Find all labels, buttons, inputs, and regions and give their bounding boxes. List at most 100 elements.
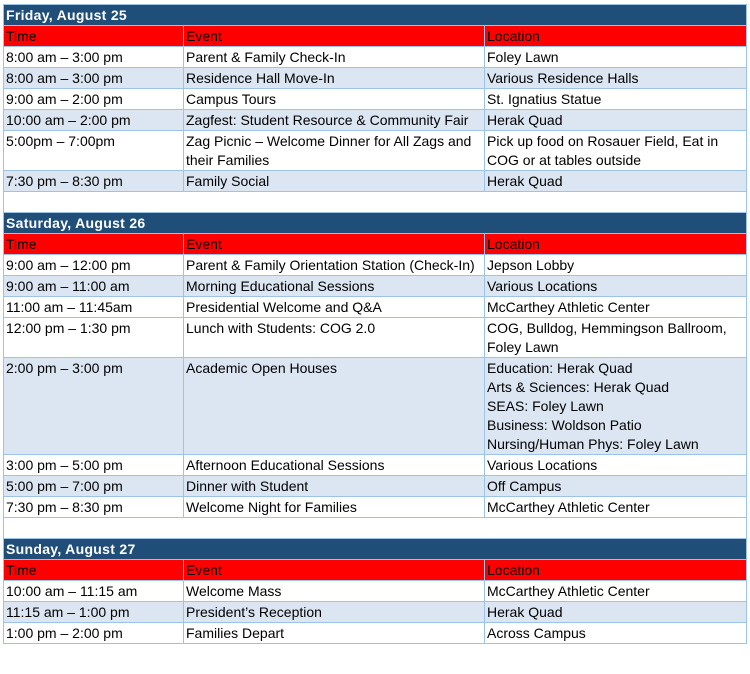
location-line: Herak Quad (487, 112, 563, 128)
column-header-event: Event (183, 233, 485, 255)
location-cell: Across Campus (484, 622, 747, 644)
location-cell: Various Residence Halls (484, 67, 747, 89)
location-line: Pick up food on Rosauer Field, Eat in CO… (487, 133, 719, 168)
location-line: Herak Quad (487, 604, 563, 620)
schedule-row: 8:00 am – 3:00 pm Residence Hall Move-In V… (3, 67, 747, 89)
location-line: McCarthey Athletic Center (487, 499, 650, 515)
column-header-location: Location (484, 559, 747, 581)
column-header-event: Event (183, 559, 485, 581)
time-cell: 9:00 am – 11:00 am (3, 275, 184, 297)
schedule-row: 7:30 pm – 8:30 pm Welcome Night for Famil… (3, 496, 747, 518)
event-cell: Campus Tours (183, 88, 485, 110)
column-header-time: Time (3, 233, 184, 255)
time-cell: 10:00 am – 2:00 pm (3, 109, 184, 131)
location-line: Education: Herak Quad (487, 360, 633, 376)
location-cell: Pick up food on Rosauer Field, Eat in CO… (484, 130, 747, 171)
location-cell: McCarthey Athletic Center (484, 296, 747, 318)
location-line: Foley Lawn (487, 49, 559, 65)
time-cell: 9:00 am – 12:00 pm (3, 254, 184, 276)
event-cell: Lunch with Students: COG 2.0 (183, 317, 485, 358)
time-cell: 8:00 am – 3:00 pm (3, 67, 184, 89)
column-header-location: Location (484, 25, 747, 47)
event-cell: Family Social (183, 170, 485, 192)
location-line: Across Campus (487, 625, 586, 641)
location-cell: Foley Lawn (484, 46, 747, 68)
location-cell: COG, Bulldog, Hemmingson Ballroom, Foley… (484, 317, 747, 358)
time-cell: 12:00 pm – 1:30 pm (3, 317, 184, 358)
location-cell: Various Locations (484, 454, 747, 476)
schedule-row: 2:00 pm – 3:00 pm Academic Open Houses Edu… (3, 357, 747, 455)
schedule-row: 9:00 am – 2:00 pm Campus Tours St. Ignatiu… (3, 88, 747, 110)
event-cell: Residence Hall Move-In (183, 67, 485, 89)
location-cell: McCarthey Athletic Center (484, 580, 747, 602)
column-header-time: Time (3, 25, 184, 47)
spacer-cell (3, 517, 747, 539)
spacer-row (3, 191, 747, 213)
time-cell: 5:00 pm – 7:00 pm (3, 475, 184, 497)
location-line: Herak Quad (487, 173, 563, 189)
time-cell: 3:00 pm – 5:00 pm (3, 454, 184, 476)
event-cell: Dinner with Student (183, 475, 485, 497)
column-header-time: Time (3, 559, 184, 581)
location-line: Various Residence Halls (487, 70, 639, 86)
event-cell: Parent & Family Orientation Station (Che… (183, 254, 485, 276)
schedule-table: Friday, August 25 Time Event Location 8:00 a… (3, 4, 747, 644)
day-header-row: Friday, August 25 (3, 4, 747, 26)
day-title: Saturday, August 26 (3, 212, 747, 234)
time-cell: 7:30 pm – 8:30 pm (3, 496, 184, 518)
column-header-row: Time Event Location (3, 559, 747, 581)
time-cell: 9:00 am – 2:00 pm (3, 88, 184, 110)
schedule-row: 10:00 am – 11:15 am Welcome Mass McCarthey… (3, 580, 747, 602)
location-cell: Herak Quad (484, 109, 747, 131)
schedule-row: 11:15 am – 1:00 pm President’s Reception H… (3, 601, 747, 623)
event-cell: Families Depart (183, 622, 485, 644)
event-cell: Zagfest: Student Resource & Community Fa… (183, 109, 485, 131)
column-header-row: Time Event Location (3, 233, 747, 255)
location-line: Business: Woldson Patio (487, 417, 642, 433)
schedule-row: 11:00 am – 11:45am Presidential Welcome a… (3, 296, 747, 318)
schedule-row: 8:00 am – 3:00 pm Parent & Family Check-I… (3, 46, 747, 68)
event-cell: President’s Reception (183, 601, 485, 623)
event-cell: Afternoon Educational Sessions (183, 454, 485, 476)
event-cell: Morning Educational Sessions (183, 275, 485, 297)
event-cell: Welcome Night for Families (183, 496, 485, 518)
time-cell: 7:30 pm – 8:30 pm (3, 170, 184, 192)
day-title: Friday, August 25 (3, 4, 747, 26)
column-header-row: Time Event Location (3, 25, 747, 47)
location-cell: McCarthey Athletic Center (484, 496, 747, 518)
location-line: McCarthey Athletic Center (487, 583, 650, 599)
schedule-row: 5:00 pm – 7:00 pm Dinner with Student Off … (3, 475, 747, 497)
location-line: Arts & Sciences: Herak Quad (487, 379, 670, 395)
schedule-row: 9:00 am – 12:00 pm Parent & Family Orient… (3, 254, 747, 276)
time-cell: 11:15 am – 1:00 pm (3, 601, 184, 623)
spacer-row (3, 517, 747, 539)
location-cell: Education: Herak Quad Arts & Sciences: He… (484, 357, 747, 455)
time-cell: 1:00 pm – 2:00 pm (3, 622, 184, 644)
location-line: Various Locations (487, 457, 598, 473)
location-line: Nursing/Human Phys: Foley Lawn (487, 436, 699, 452)
location-line: Jepson Lobby (487, 257, 575, 273)
event-cell: Presidential Welcome and Q&A (183, 296, 485, 318)
event-cell: Academic Open Houses (183, 357, 485, 455)
location-line: Various Locations (487, 278, 598, 294)
location-cell: Various Locations (484, 275, 747, 297)
column-header-event: Event (183, 25, 485, 47)
location-line: St. Ignatius Statue (487, 91, 602, 107)
schedule-row: 12:00 pm – 1:30 pm Lunch with Students: C… (3, 317, 747, 358)
event-cell: Parent & Family Check-In (183, 46, 485, 68)
location-cell: St. Ignatius Statue (484, 88, 747, 110)
location-line: SEAS: Foley Lawn (487, 398, 604, 414)
time-cell: 2:00 pm – 3:00 pm (3, 357, 184, 455)
day-title: Sunday, August 27 (3, 538, 747, 560)
day-header-row: Sunday, August 27 (3, 538, 747, 560)
time-cell: 5:00pm – 7:00pm (3, 130, 184, 171)
location-line: COG, Bulldog, Hemmingson Ballroom, Foley… (487, 320, 727, 355)
location-line: Off Campus (487, 478, 562, 494)
schedule-row: 5:00pm – 7:00pm Zag Picnic – Welcome Dinn… (3, 130, 747, 171)
day-header-row: Saturday, August 26 (3, 212, 747, 234)
location-cell: Off Campus (484, 475, 747, 497)
time-cell: 11:00 am – 11:45am (3, 296, 184, 318)
location-line: McCarthey Athletic Center (487, 299, 650, 315)
location-cell: Herak Quad (484, 170, 747, 192)
schedule-row: 7:30 pm – 8:30 pm Family Social Herak Quad (3, 170, 747, 192)
